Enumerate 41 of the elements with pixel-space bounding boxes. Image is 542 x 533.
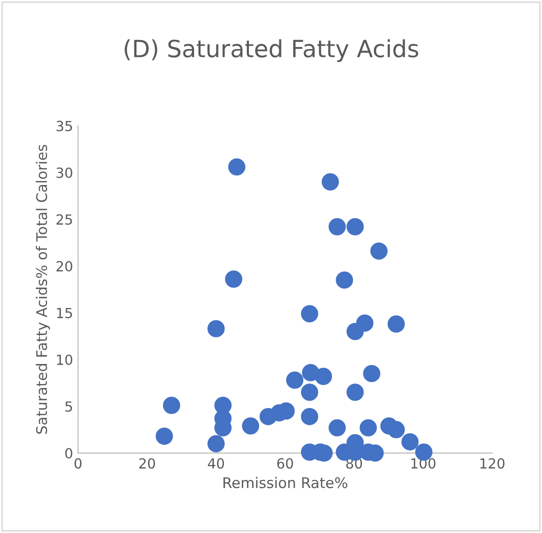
x-tick-label: 0 xyxy=(74,458,82,469)
point xyxy=(363,364,380,382)
point xyxy=(300,408,318,426)
point xyxy=(207,320,225,338)
y-tick-label: 0 xyxy=(65,448,72,459)
point xyxy=(314,368,332,385)
point xyxy=(156,428,173,445)
point xyxy=(346,322,364,340)
x-axis-title: Remission Rate% xyxy=(224,476,348,488)
point xyxy=(242,417,260,435)
y-tick-label: 15 xyxy=(57,308,72,318)
point xyxy=(225,270,242,288)
y-tick-label: 20 xyxy=(56,261,72,272)
point xyxy=(336,271,354,289)
point xyxy=(346,384,364,401)
y-axis-title: Saturated Fatty Acids% of Total Calories xyxy=(36,144,50,434)
y-tick-label: 10 xyxy=(57,354,72,366)
point xyxy=(328,218,346,236)
point xyxy=(286,372,304,389)
y-tick-label: 35 xyxy=(56,120,72,132)
x-tick-label: 40 xyxy=(208,458,224,469)
y-tick-label: 5 xyxy=(65,401,72,412)
point xyxy=(162,396,180,414)
y-tick-label: 25 xyxy=(56,214,72,225)
point xyxy=(322,173,339,191)
y-tick-label: 30 xyxy=(56,168,72,178)
point xyxy=(346,218,364,236)
point xyxy=(388,315,405,333)
point xyxy=(360,419,377,436)
point xyxy=(300,305,318,322)
point xyxy=(388,421,405,438)
point xyxy=(207,435,225,452)
point xyxy=(228,158,246,176)
point xyxy=(370,242,388,260)
point xyxy=(328,419,346,436)
chart-title: (D) Saturated Fatty Acids xyxy=(124,39,418,62)
x-tick-label: 120 xyxy=(480,458,504,469)
point xyxy=(300,384,318,401)
x-tick-label: 20 xyxy=(139,458,155,469)
point xyxy=(401,433,419,450)
x-tick-label: 60 xyxy=(277,458,294,469)
